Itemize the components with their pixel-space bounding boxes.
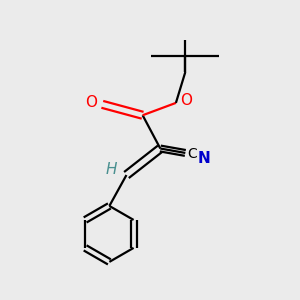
Text: N: N	[198, 151, 211, 166]
Text: O: O	[181, 93, 193, 108]
Text: H: H	[105, 162, 117, 177]
Text: C: C	[188, 147, 197, 161]
Text: O: O	[85, 94, 97, 110]
